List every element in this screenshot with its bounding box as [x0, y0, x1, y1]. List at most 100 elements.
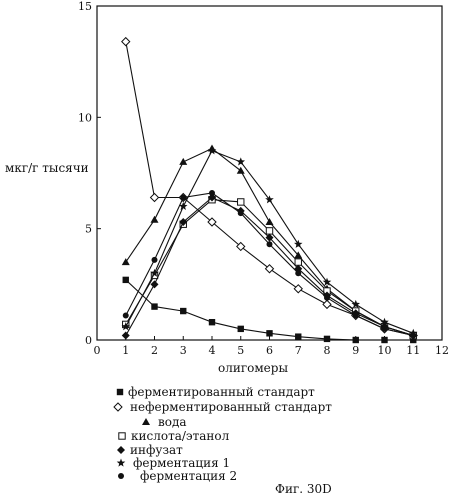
y-tick-label: 15 — [78, 0, 92, 13]
data-point — [410, 332, 417, 339]
data-point — [295, 270, 302, 277]
legend-item: инфузат — [117, 443, 183, 457]
plot-frame — [96, 5, 443, 341]
x-tick-label: 2 — [151, 344, 158, 357]
data-point — [122, 276, 129, 284]
data-point — [151, 303, 158, 310]
series-layer — [121, 36, 418, 344]
data-point — [237, 325, 244, 333]
x-tick-label: 8 — [324, 344, 331, 357]
data-point — [237, 210, 244, 217]
data-point — [208, 318, 216, 326]
data-point — [265, 233, 274, 242]
data-point — [236, 157, 245, 166]
legend-label: неферментированный стандарт — [130, 400, 332, 414]
data-point — [324, 294, 330, 301]
series-diamond-open — [121, 36, 418, 341]
legend-item: вода — [142, 415, 187, 429]
data-point — [237, 198, 245, 206]
x-tick-label: 12 — [435, 344, 449, 357]
data-point — [352, 336, 359, 344]
data-point — [294, 258, 302, 266]
legend: ферментированный стандартнеферментирован… — [113, 385, 332, 483]
x-axis-title: олигомеры — [218, 361, 288, 375]
figure-caption: Фиг. 30D — [275, 482, 332, 496]
legend-marker — [117, 446, 125, 454]
data-point — [295, 333, 302, 340]
x-tick-label: 1 — [122, 344, 129, 357]
legend-item: ферментация 1 — [116, 456, 230, 470]
data-point — [180, 194, 187, 201]
data-point — [322, 299, 332, 310]
x-tick-label: 4 — [209, 344, 216, 357]
data-point — [150, 268, 159, 277]
data-point — [149, 192, 160, 203]
data-point — [150, 215, 159, 223]
data-point — [352, 312, 359, 319]
data-point — [121, 322, 130, 331]
series-circle — [122, 190, 417, 339]
data-point — [122, 312, 129, 319]
data-point — [209, 190, 215, 197]
legend-marker — [116, 458, 126, 467]
x-tick-label: 10 — [378, 344, 392, 357]
data-point — [208, 193, 216, 202]
legend-item: ферментация 2 — [118, 469, 237, 483]
legend-marker — [118, 432, 126, 440]
data-point — [236, 166, 245, 174]
data-point — [380, 317, 389, 326]
data-point — [207, 146, 217, 155]
y-tick-label: 0 — [85, 334, 92, 347]
legend-label: ферментированный стандарт — [128, 385, 315, 399]
legend-marker — [113, 402, 123, 412]
legend-label: ферментация 1 — [133, 456, 230, 470]
data-point — [293, 284, 303, 294]
data-point — [266, 330, 273, 337]
legend-marker — [116, 388, 124, 396]
legend-marker — [142, 418, 150, 425]
y-tick-label: 5 — [85, 223, 92, 236]
x-tick-label: 0 — [94, 344, 101, 357]
data-point — [265, 217, 274, 225]
legend-label: инфузат — [130, 443, 183, 457]
x-tick-label: 9 — [352, 344, 359, 357]
x-tick-label: 7 — [295, 344, 302, 357]
series-square — [122, 276, 417, 344]
data-point — [151, 256, 158, 263]
legend-item: неферментированный стандарт — [113, 400, 332, 414]
data-point — [179, 201, 188, 210]
data-point — [322, 277, 332, 286]
data-point — [121, 331, 130, 340]
legend-item: кислота/этанол — [118, 429, 230, 443]
data-point — [294, 239, 303, 248]
data-point — [264, 264, 275, 274]
data-point — [180, 307, 187, 315]
data-point — [121, 36, 131, 47]
data-point — [381, 325, 388, 332]
data-point — [294, 251, 303, 259]
data-point — [179, 157, 188, 165]
legend-label: кислота/этанол — [131, 429, 230, 443]
data-point — [351, 299, 360, 308]
x-tick-label: 6 — [266, 344, 273, 357]
data-point — [265, 195, 274, 204]
data-point — [150, 280, 159, 289]
x-tick-label: 5 — [237, 344, 244, 357]
x-tick-label: 11 — [406, 344, 420, 357]
data-point — [266, 241, 273, 248]
data-point — [207, 217, 217, 227]
legend-item: ферментированный стандарт — [116, 385, 315, 399]
data-point — [121, 258, 130, 266]
legend-label: ферментация 2 — [140, 469, 237, 483]
data-point — [381, 336, 388, 344]
series-line — [125, 41, 414, 337]
data-point — [265, 227, 274, 235]
data-point — [179, 217, 188, 226]
data-point — [323, 335, 331, 343]
y-tick-label: 10 — [78, 111, 92, 124]
legend-marker — [118, 473, 124, 479]
legend-label: вода — [158, 415, 187, 429]
y-axis-title: мкг/г тысячи — [5, 161, 89, 175]
